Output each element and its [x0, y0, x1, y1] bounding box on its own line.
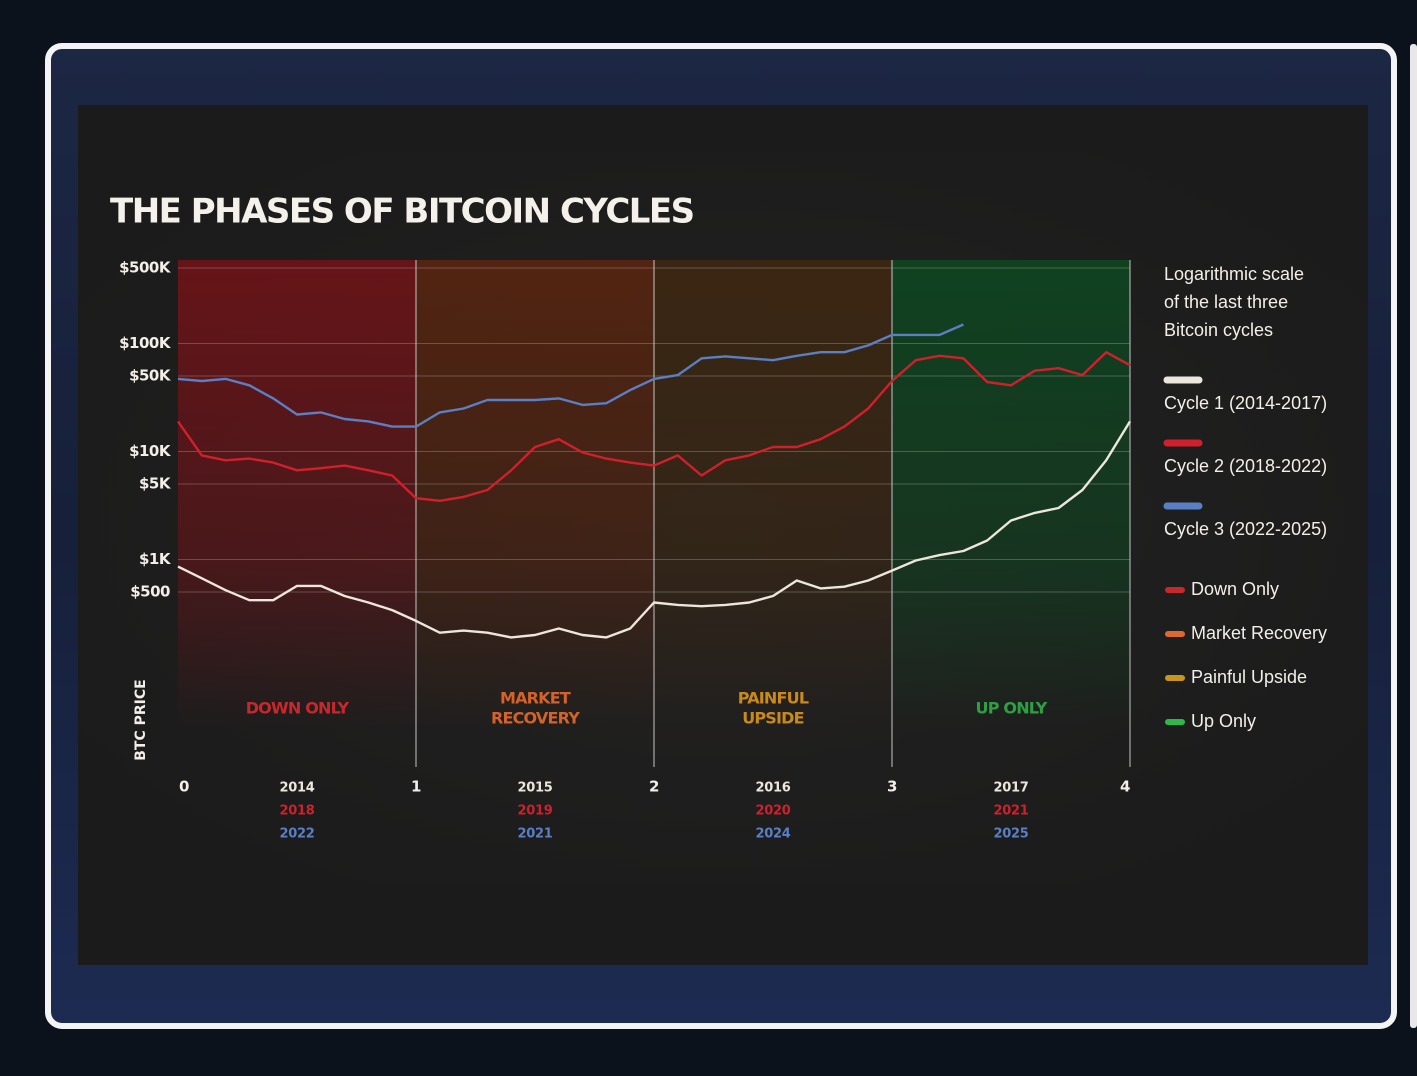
year-label: 2020 — [756, 804, 791, 819]
x-tick-label: 2 — [649, 778, 659, 796]
year-label: 2018 — [280, 804, 315, 819]
y-tick-label: $100K — [119, 334, 172, 352]
y-tick-label: $500 — [130, 583, 170, 601]
legend-title: Bitcoin cycles — [1164, 320, 1273, 340]
legend-title: of the last three — [1164, 292, 1288, 312]
series-line — [177, 351, 1131, 502]
x-tick-label: 0 — [179, 778, 189, 796]
year-label: 2014 — [280, 781, 315, 796]
y-tick-label: $5K — [139, 475, 172, 493]
x-tick-label: 1 — [411, 778, 421, 796]
year-label: 2017 — [994, 781, 1029, 796]
phase-label: UPSIDE — [742, 709, 804, 728]
year-label: 2015 — [518, 781, 553, 796]
phase-bands — [178, 260, 1130, 729]
y-tick-label: $500K — [119, 259, 172, 277]
chart-title: THE PHASES OF BITCOIN CYCLES — [110, 192, 694, 232]
phase-label: UP ONLY — [976, 699, 1048, 718]
year-label: 2019 — [518, 804, 553, 819]
phase-label: RECOVERY — [491, 709, 580, 728]
year-label: 2024 — [756, 827, 791, 842]
legend-label: Market Recovery — [1191, 623, 1327, 643]
x-tick-label: 4 — [1120, 778, 1130, 796]
legend-label: Cycle 3 (2022-2025) — [1164, 519, 1327, 539]
phase-label: MARKET — [500, 689, 571, 708]
legend-label: Cycle 1 (2014-2017) — [1164, 393, 1327, 413]
series-line — [177, 323, 964, 428]
legend-label: Down Only — [1191, 579, 1279, 599]
year-label: 2025 — [994, 827, 1029, 842]
legend-label: Cycle 2 (2018-2022) — [1164, 456, 1327, 476]
phase-band — [892, 260, 1130, 729]
y-axis-label: BTC PRICE — [133, 679, 149, 760]
year-label: 2021 — [994, 804, 1029, 819]
phase-label: DOWN ONLY — [246, 699, 350, 718]
legend-label: Up Only — [1191, 711, 1256, 731]
next-card-edge — [1410, 44, 1417, 1028]
legend-title: Logarithmic scale — [1164, 264, 1304, 284]
series-line — [177, 420, 1132, 639]
year-label: 2016 — [756, 781, 791, 796]
phase-band — [416, 260, 654, 729]
y-tick-label: $10K — [129, 442, 172, 460]
phase-label: PAINFUL — [738, 689, 809, 708]
year-label: 2021 — [518, 827, 553, 842]
x-tick-label: 3 — [887, 778, 897, 796]
year-label: 2022 — [280, 827, 315, 842]
phase-band — [178, 260, 416, 729]
series-lines — [177, 323, 1132, 639]
y-tick-label: $50K — [129, 367, 172, 385]
phase-band — [654, 260, 892, 729]
y-tick-label: $1K — [139, 550, 172, 568]
legend-label: Painful Upside — [1191, 667, 1307, 687]
